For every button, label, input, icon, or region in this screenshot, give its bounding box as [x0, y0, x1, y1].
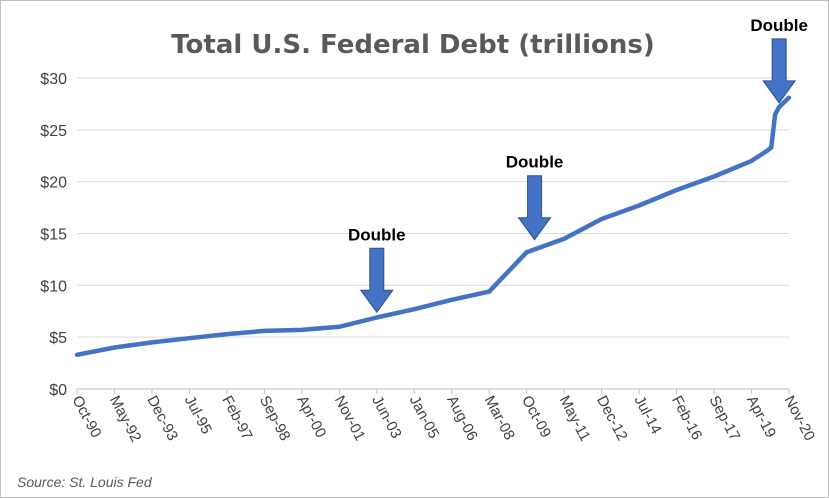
annotation-label: Double: [750, 16, 808, 35]
x-tick-label: Jan-05: [406, 393, 443, 441]
chart-source: Source: St. Louis Fed: [17, 474, 153, 490]
y-tick-label: $10: [40, 278, 67, 295]
chart-title: Total U.S. Federal Debt (trillions): [171, 30, 654, 60]
x-tick-label: Nov-20: [780, 393, 818, 444]
x-tick-label: Jul-14: [631, 393, 665, 437]
annotation-label: Double: [506, 153, 564, 172]
x-tick-label: Mar-08: [481, 393, 518, 443]
x-tick-label: Feb-16: [668, 393, 705, 443]
double-annotation: Double: [750, 16, 808, 104]
down-arrow-icon: [359, 247, 394, 314]
x-tick-label: Apr-00: [293, 393, 329, 441]
y-tick-label: $30: [40, 71, 67, 88]
x-tick-label: Sep-17: [706, 393, 744, 444]
y-tick-label: $25: [40, 123, 67, 140]
x-tick-label: Dec-12: [593, 393, 631, 444]
x-tick-label: Oct-90: [68, 393, 104, 441]
y-tick-label: $0: [49, 382, 67, 399]
down-arrow-icon: [517, 175, 552, 241]
double-annotation: Double: [348, 225, 406, 314]
y-tick-label: $20: [40, 175, 67, 192]
x-tick-label: Nov-01: [331, 393, 369, 444]
x-tick-label: Jul-95: [181, 393, 215, 437]
down-arrow-icon: [762, 38, 797, 104]
x-tick-label: Dec-93: [143, 393, 181, 444]
x-tick-label: Feb-97: [218, 393, 255, 443]
debt-series-line: [74, 95, 792, 358]
annotation-label: Double: [348, 225, 406, 244]
x-tick-label: May-92: [106, 393, 144, 445]
x-tick-label: Jun-03: [368, 393, 405, 441]
x-tick-label: Oct-09: [518, 393, 554, 441]
double-annotation: Double: [506, 153, 564, 241]
x-tick-label: May-11: [556, 393, 594, 444]
x-tick-label: Apr-19: [743, 393, 779, 441]
x-tick-label: Sep-98: [256, 393, 294, 444]
y-tick-label: $15: [40, 227, 67, 244]
x-tick-label: Aug-06: [443, 393, 481, 444]
y-tick-label: $5: [49, 330, 67, 347]
